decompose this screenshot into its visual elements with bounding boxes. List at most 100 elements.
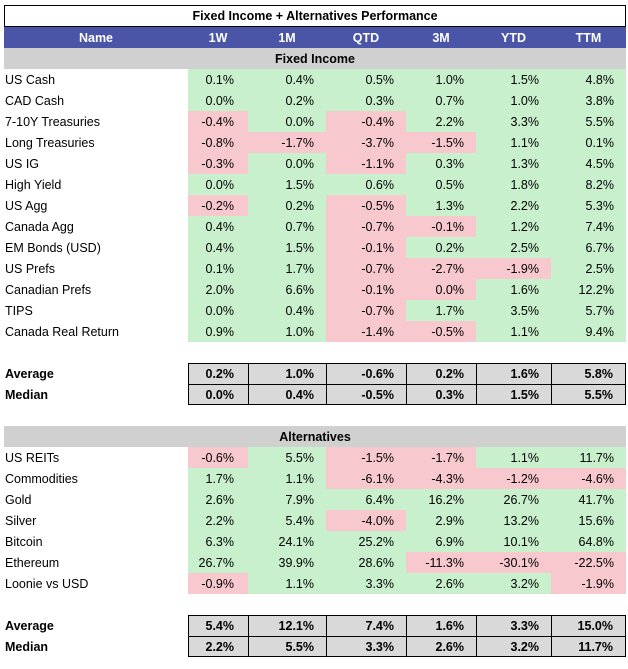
value-cell: 3.8% <box>551 90 626 111</box>
value-cell: 0.4% <box>248 300 326 321</box>
value-cell: 28.6% <box>326 552 406 573</box>
value-cell: 0.0% <box>248 111 326 132</box>
table-body: Fixed Income US Cash 0.1% 0.4% 0.5% 1.0% 1.5% 4… <box>4 48 626 657</box>
section-spacer <box>4 342 626 363</box>
value-cell: -0.5% <box>406 321 476 342</box>
column-header: QTD <box>352 30 380 45</box>
value-cell: 3.2% <box>476 573 551 594</box>
value-cell: -11.3% <box>406 552 476 573</box>
summary-label: Median <box>5 639 49 654</box>
table-row: Ethereum 26.7% 39.9% 28.6% -11.3% -30.1% -22.5… <box>4 552 626 573</box>
value-cell: -0.2% <box>188 195 248 216</box>
table-row: CAD Cash 0.0% 0.2% 0.3% 0.7% 1.0% 3.8% <box>4 90 626 111</box>
row-name: Ethereum <box>5 555 60 570</box>
row-name: Gold <box>5 492 32 507</box>
row-name: Bitcoin <box>5 534 43 549</box>
row-name: EM Bonds (USD) <box>5 240 101 255</box>
value-cell: 12.2% <box>551 279 626 300</box>
summary-value: 3.3% <box>326 636 406 657</box>
value-cell: 6.3% <box>188 531 248 552</box>
value-cell: 16.2% <box>406 489 476 510</box>
value-cell: 5.7% <box>551 300 626 321</box>
summary-value: 15.0% <box>551 615 626 636</box>
summary-label: Average <box>5 366 54 381</box>
value-cell: 13.2% <box>476 510 551 531</box>
value-cell: 0.9% <box>188 321 248 342</box>
value-cell: -0.1% <box>406 216 476 237</box>
table-row: Long Treasuries -0.8% -1.7% -3.7% -1.5% 1.1% 0… <box>4 132 626 153</box>
value-cell: -1.5% <box>326 447 406 468</box>
value-cell: 2.9% <box>406 510 476 531</box>
summary-value: -0.5% <box>326 384 406 405</box>
value-cell: -6.1% <box>326 468 406 489</box>
value-cell: 6.7% <box>551 237 626 258</box>
row-name: High Yield <box>5 177 62 192</box>
value-cell: 41.7% <box>551 489 626 510</box>
value-cell: 0.5% <box>406 174 476 195</box>
column-header: YTD <box>501 30 526 45</box>
value-cell: 1.7% <box>188 468 248 489</box>
value-cell: 0.6% <box>326 174 406 195</box>
value-cell: 0.0% <box>188 300 248 321</box>
summary-value: 12.1% <box>248 615 326 636</box>
section-header: Alternatives <box>4 426 626 447</box>
value-cell: 1.7% <box>406 300 476 321</box>
value-cell: 0.2% <box>248 195 326 216</box>
row-name: CAD Cash <box>5 93 65 108</box>
table-row: Canadian Prefs 2.0% 6.6% -0.1% 0.0% 1.6% 12.2% <box>4 279 626 300</box>
row-name: Canada Agg <box>5 219 74 234</box>
table-row: Commodities 1.7% 1.1% -6.1% -4.3% -1.2% -4.6% <box>4 468 626 489</box>
summary-value: 7.4% <box>326 615 406 636</box>
value-cell: 8.2% <box>551 174 626 195</box>
value-cell: 3.5% <box>476 300 551 321</box>
value-cell: 2.5% <box>551 258 626 279</box>
value-cell: 1.6% <box>476 279 551 300</box>
summary-row: Average 0.2% 1.0% -0.6% 0.2% 1.6% 5.8% <box>4 363 626 384</box>
value-cell: 2.2% <box>476 195 551 216</box>
summary-value: 5.5% <box>551 384 626 405</box>
value-cell: 25.2% <box>326 531 406 552</box>
value-cell: 5.5% <box>551 111 626 132</box>
value-cell: 1.0% <box>248 321 326 342</box>
value-cell: 26.7% <box>476 489 551 510</box>
table-title: Fixed Income + Alternatives Performance <box>4 5 626 27</box>
value-cell: 4.5% <box>551 153 626 174</box>
value-cell: -0.3% <box>188 153 248 174</box>
table-row: US Agg -0.2% 0.2% -0.5% 1.3% 2.2% 5.3% <box>4 195 626 216</box>
value-cell: 0.0% <box>406 279 476 300</box>
value-cell: -4.0% <box>326 510 406 531</box>
row-name: US Cash <box>5 72 56 87</box>
value-cell: -1.4% <box>326 321 406 342</box>
section-spacer <box>4 594 626 615</box>
row-name: Canadian Prefs <box>5 282 92 297</box>
value-cell: 64.8% <box>551 531 626 552</box>
value-cell: -0.1% <box>326 279 406 300</box>
summary-value: 0.2% <box>188 363 248 384</box>
value-cell: 0.4% <box>188 216 248 237</box>
value-cell: -0.9% <box>188 573 248 594</box>
summary-value: 0.0% <box>188 384 248 405</box>
value-cell: 5.3% <box>551 195 626 216</box>
summary-value: -0.6% <box>326 363 406 384</box>
value-cell: 24.1% <box>248 531 326 552</box>
table-row: Silver 2.2% 5.4% -4.0% 2.9% 13.2% 15.6% <box>4 510 626 531</box>
value-cell: 2.5% <box>476 237 551 258</box>
value-cell: 7.9% <box>248 489 326 510</box>
value-cell: 3.3% <box>326 573 406 594</box>
summary-row: Median 0.0% 0.4% -0.5% 0.3% 1.5% 5.5% <box>4 384 626 405</box>
table-row: High Yield 0.0% 1.5% 0.6% 0.5% 1.8% 8.2% <box>4 174 626 195</box>
value-cell: 0.4% <box>248 69 326 90</box>
value-cell: 0.2% <box>406 237 476 258</box>
value-cell: 0.1% <box>188 258 248 279</box>
summary-value: 1.6% <box>406 615 476 636</box>
value-cell: -0.7% <box>326 216 406 237</box>
value-cell: 1.1% <box>248 573 326 594</box>
value-cell: -4.3% <box>406 468 476 489</box>
value-cell: 1.1% <box>248 468 326 489</box>
row-name: US IG <box>5 156 40 171</box>
table-row: US REITs -0.6% 5.5% -1.5% -1.7% 1.1% 11.7% <box>4 447 626 468</box>
value-cell: 2.6% <box>188 489 248 510</box>
value-cell: 5.5% <box>248 447 326 468</box>
column-header: 1M <box>278 30 296 45</box>
value-cell: 1.5% <box>476 69 551 90</box>
